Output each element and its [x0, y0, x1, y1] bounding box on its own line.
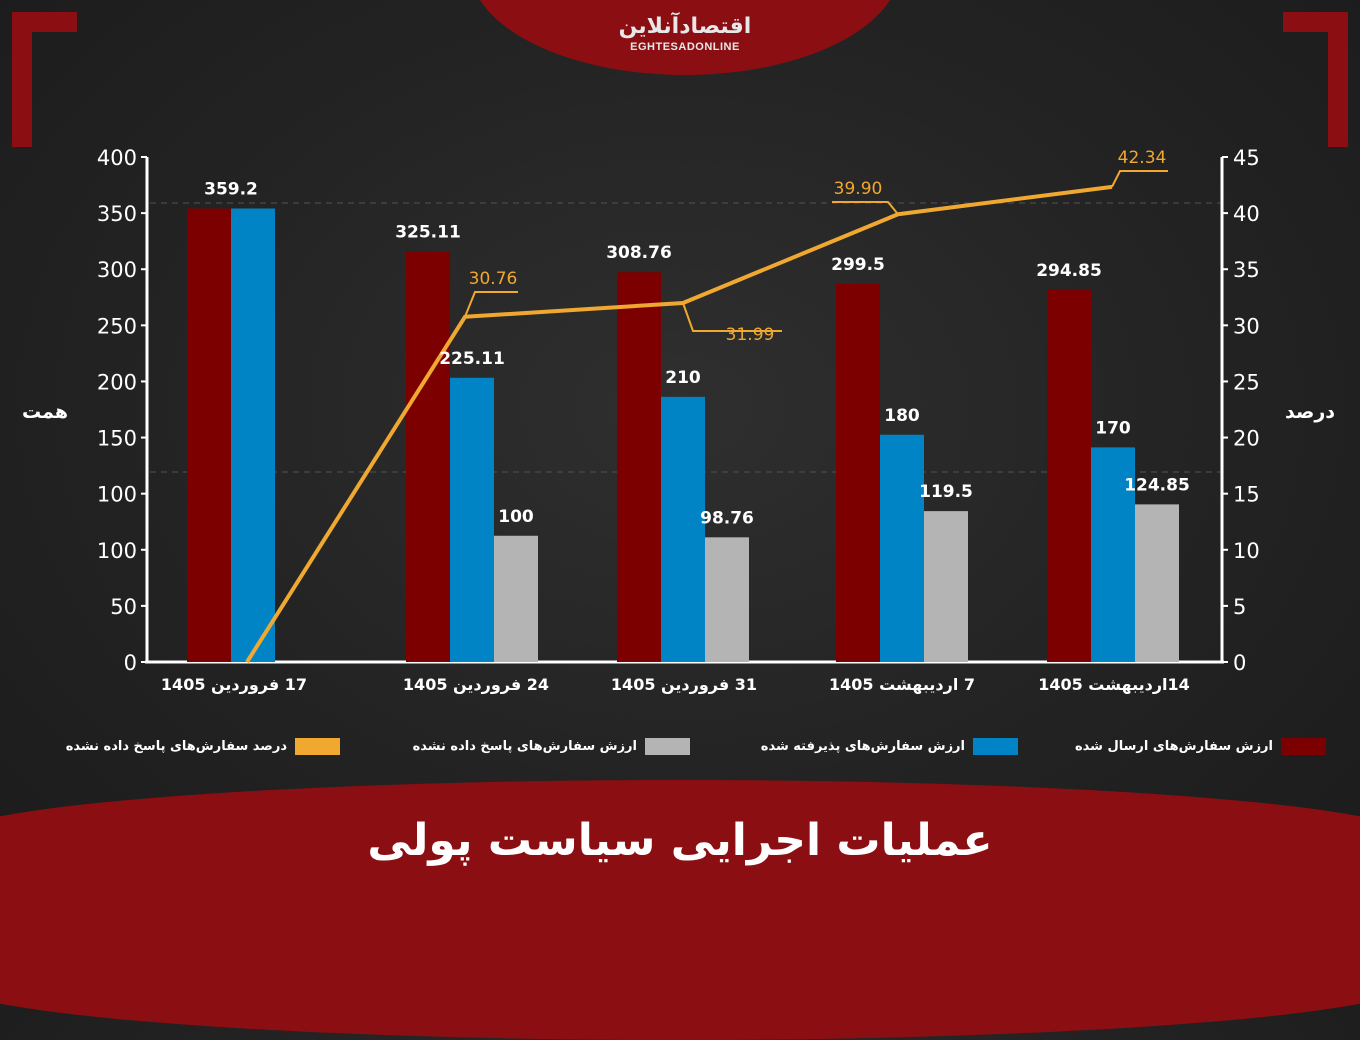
y-axis-title-right: درصد [1285, 401, 1335, 423]
y-tick-label-right: 25 [1233, 370, 1260, 394]
y-tick-label-left: 200 [97, 370, 137, 394]
bar-sent [406, 251, 450, 662]
y-axis-title-left: همت [22, 401, 68, 423]
bar-value-label: 124.85 [1124, 475, 1190, 495]
y-tick-label-right: 15 [1233, 483, 1260, 507]
percent-value-label: 42.34 [1118, 148, 1167, 168]
bar-accepted [661, 396, 705, 662]
bar-unanswered [705, 537, 749, 662]
bar-value-label: 98.76 [700, 508, 754, 528]
page-title: عملیات اجرایی سیاست پولی [367, 815, 993, 866]
bar-accepted [450, 377, 494, 662]
y-tick-label-left: 400 [97, 146, 137, 170]
y-tick-label-right: 0 [1233, 651, 1246, 675]
corner-top-right-vertical [1328, 12, 1348, 147]
legend-label-percent: درصد سفارش‌های پاسخ داده نشده [65, 738, 287, 754]
bar-sent [617, 272, 661, 662]
logo-text-en: EGHTESADONLINE [630, 41, 740, 53]
y-tick-label-left: 350 [97, 202, 137, 226]
x-tick-label: 7 اردیبهشت 1405 [829, 675, 975, 694]
percent-callout-leader [832, 201, 899, 215]
legend-label-accepted: ارزش سفارش‌های پذیرفته شده [760, 738, 965, 754]
bar-value-label: 294.85 [1036, 261, 1102, 281]
y-tick-label-left: 0 [124, 651, 137, 675]
bar-sent [187, 208, 231, 662]
y-tick-label-right: 40 [1233, 202, 1260, 226]
legend-label-unanswered: ارزش سفارش‌های پاسخ داده نشده [412, 738, 637, 754]
bar-value-label: 119.5 [919, 482, 973, 502]
y-tick-label-right: 35 [1233, 258, 1260, 282]
y-tick-label-left: 250 [97, 314, 137, 338]
bar-value-label: 180 [884, 406, 920, 426]
bar-value-label: 325.11 [395, 223, 461, 243]
y-tick-label-right: 30 [1233, 314, 1260, 338]
logo-text-fa: اقتصادآنلاین [618, 14, 753, 39]
legend-swatch-accepted [973, 737, 1018, 755]
bar-accepted [880, 434, 924, 662]
y-tick-label-right: 10 [1233, 539, 1260, 563]
bar-value-label: 308.76 [606, 243, 672, 263]
corner-top-left-vertical [12, 12, 32, 147]
bar-value-label: 100 [498, 507, 534, 527]
y-tick-label-right: 5 [1233, 595, 1246, 619]
percent-value-label: 39.90 [834, 179, 883, 199]
legend-swatch-percent [295, 737, 340, 755]
bar-unanswered [924, 511, 968, 662]
percent-callout-leader [1111, 170, 1168, 188]
bar-sent [836, 283, 880, 662]
y-tick-label-right: 20 [1233, 427, 1260, 451]
legend-item-accepted: ارزش سفارش‌های پذیرفته شده [761, 735, 1018, 757]
bar-value-label: 359.2 [204, 180, 258, 200]
y-tick-label-left: 100 [97, 483, 137, 507]
bar-unanswered [494, 535, 538, 662]
legend-swatch-sent [1281, 737, 1326, 755]
y-tick-label-right: 45 [1233, 146, 1260, 170]
x-tick-label: 17 فروردین 1405 [161, 675, 307, 694]
legend-item-sent: ارزش سفارش‌های ارسال شده [1075, 735, 1326, 757]
legend-item-percent: درصد سفارش‌های پاسخ داده نشده [66, 735, 340, 757]
percent-callout-leader [682, 302, 782, 332]
legend-item-unanswered: ارزش سفارش‌های پاسخ داده نشده [413, 735, 690, 757]
x-tick-label: 31 فروردین 1405 [611, 675, 757, 694]
bar-value-label: 299.5 [831, 255, 885, 275]
y-tick-label-left: 150 [97, 427, 137, 451]
chart-legend: ارزش سفارش‌های ارسال شده ارزش سفارش‌های … [0, 735, 1360, 757]
y-tick-label-left: 100 [97, 539, 137, 563]
bar-value-label: 170 [1095, 418, 1131, 438]
legend-swatch-unanswered [645, 737, 690, 755]
percent-value-label: 30.76 [469, 269, 518, 289]
x-tick-label: 14اردیبهشت 1405 [1038, 675, 1190, 694]
bar-value-label: 210 [665, 368, 701, 388]
bar-accepted [231, 208, 275, 662]
y-tick-label-left: 50 [110, 595, 137, 619]
corner-top-right-horizontal [1283, 12, 1348, 32]
x-tick-label: 24 فروردین 1405 [403, 675, 549, 694]
bar-sent [1047, 289, 1091, 662]
percent-value-label: 31.99 [726, 325, 775, 345]
percent-callout-leader [464, 291, 518, 318]
bar-value-label: 225.11 [439, 349, 505, 369]
legend-label-sent: ارزش سفارش‌های ارسال شده [1074, 738, 1273, 754]
y-tick-label-left: 300 [97, 258, 137, 282]
bar-line-chart: 0 50 100 100 150 200 250 300 350 400 0 5 10 15 20 25 30 3… [22, 146, 1335, 694]
bar-accepted [1091, 447, 1135, 662]
corner-top-left-horizontal [12, 12, 77, 32]
bar-unanswered [1135, 504, 1179, 662]
site-logo: اقتصادآنلاین EGHTESADONLINE [600, 14, 770, 72]
